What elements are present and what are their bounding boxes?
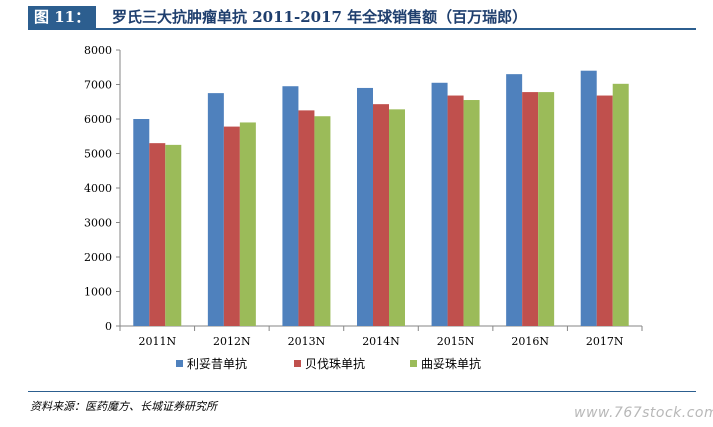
x-tick-label: 2013N	[288, 335, 326, 348]
bar	[357, 87, 373, 326]
x-tick-label: 2017N	[586, 335, 624, 348]
y-tick-label: 1000	[84, 286, 112, 299]
bar	[165, 144, 182, 326]
source-note: 资料来源：医药魔方、长城证券研究所	[30, 400, 217, 413]
bar	[282, 86, 299, 326]
x-tick-label: 2014N	[362, 335, 400, 348]
legend-label: 贝伐珠单抗	[305, 356, 365, 371]
legend-label: 利妥昔单抗	[187, 356, 247, 371]
figure-title: 罗氏三大抗肿瘤单抗 2011-2017 年全球销售额（百万瑞郎）	[112, 8, 528, 26]
bar	[207, 93, 224, 326]
x-tick-label: 2016N	[511, 335, 549, 348]
bar	[149, 143, 166, 326]
bar	[298, 110, 315, 326]
y-tick-label: 4000	[84, 182, 112, 195]
y-tick-label: 2000	[84, 251, 112, 264]
bar	[506, 74, 523, 327]
figure-header: 图 11： 罗氏三大抗肿瘤单抗 2011-2017 年全球销售额（百万瑞郎）	[28, 6, 696, 30]
legend-swatch	[410, 360, 417, 367]
bar	[522, 92, 539, 326]
legend-swatch	[294, 360, 301, 367]
bar	[580, 70, 597, 326]
bar	[314, 116, 331, 327]
y-tick-label: 8000	[84, 44, 112, 57]
bar	[463, 100, 480, 327]
y-tick-label: 6000	[84, 113, 112, 126]
bar	[239, 122, 256, 326]
x-tick-label: 2012N	[213, 335, 251, 348]
y-tick-label: 0	[105, 320, 112, 333]
watermark: www.767stock.com	[574, 405, 713, 421]
bar	[223, 126, 240, 326]
bar	[133, 119, 150, 326]
bar	[373, 104, 389, 326]
bar	[389, 109, 405, 326]
figure-label: 图 11：	[28, 6, 97, 28]
y-tick-label: 7000	[84, 79, 112, 92]
bar	[596, 95, 613, 326]
bar	[538, 92, 555, 326]
x-tick-label: 2011N	[138, 335, 176, 348]
bar	[612, 83, 629, 326]
bar	[431, 82, 448, 327]
legend-label: 曲妥珠单抗	[421, 356, 481, 371]
legend-swatch	[176, 360, 183, 367]
footer-rule	[28, 391, 696, 392]
y-tick-label: 5000	[84, 148, 112, 161]
y-tick-label: 3000	[84, 217, 112, 230]
x-tick-label: 2015N	[437, 335, 475, 348]
bar	[447, 95, 464, 326]
